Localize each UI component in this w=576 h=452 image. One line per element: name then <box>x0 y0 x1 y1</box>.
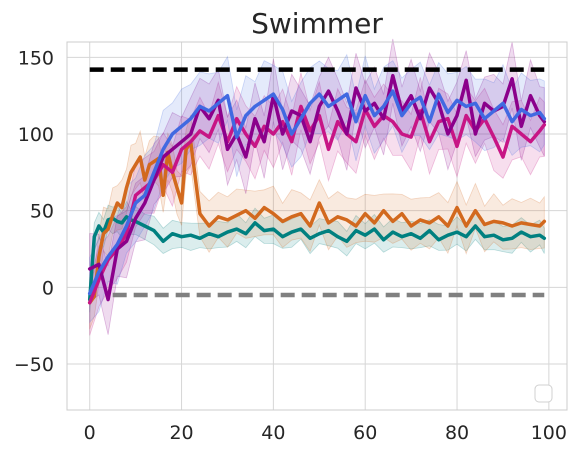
x-tick-label: 80 <box>445 422 469 444</box>
tick-labels: 0 20 40 60 80 100 −50 0 50 100 150 <box>14 47 567 444</box>
x-tick-label: 0 <box>84 422 96 444</box>
y-tick-label: 150 <box>18 47 54 69</box>
series-line <box>87 73 547 302</box>
series-lines <box>87 73 547 305</box>
reference-lines <box>89 67 545 298</box>
legend-box <box>534 384 553 403</box>
series-bands <box>89 38 545 336</box>
x-tick-label: 100 <box>531 422 567 444</box>
y-tick-label: 0 <box>42 277 54 299</box>
series-line <box>87 215 547 302</box>
series-line <box>87 89 547 296</box>
plot-frame <box>66 41 568 411</box>
x-tick-label: 60 <box>353 422 377 444</box>
axes <box>66 41 568 411</box>
y-tick-label: −50 <box>14 354 54 376</box>
x-tick-label: 20 <box>169 422 193 444</box>
chart-title: Swimmer <box>251 7 383 40</box>
y-tick-label: 50 <box>30 201 54 223</box>
series-line <box>87 139 547 305</box>
x-tick-label: 40 <box>261 422 285 444</box>
y-tick-label: 100 <box>18 124 54 146</box>
